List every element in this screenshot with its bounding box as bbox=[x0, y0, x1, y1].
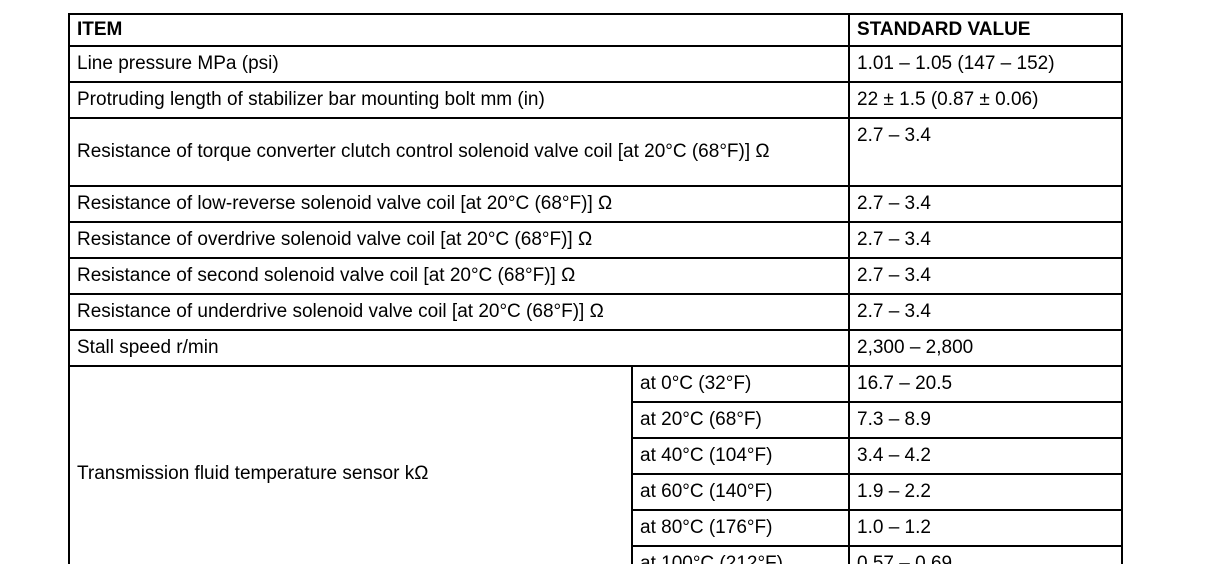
table-row: Stall speed r/min 2,300 – 2,800 bbox=[67, 329, 1124, 367]
value-cell: 7.3 – 8.9 bbox=[848, 401, 1124, 439]
condition-cell: at 0°C (32°F) bbox=[630, 365, 851, 403]
table-row: at 20°C (68°F) 7.3 – 8.9 bbox=[69, 401, 1124, 439]
item-cell: Transmission fluid temperature sensor kΩ bbox=[68, 365, 633, 564]
value-cell: 2.7 – 3.4 bbox=[848, 293, 1124, 331]
table-row: Protruding length of stabilizer bar moun… bbox=[67, 81, 1124, 119]
table-row: Resistance of overdrive solenoid valve c… bbox=[67, 221, 1124, 259]
item-cell: Stall speed r/min bbox=[67, 329, 851, 367]
table-row: Resistance of torque converter clutch co… bbox=[67, 117, 1124, 187]
value-cell: 2.7 – 3.4 bbox=[848, 221, 1124, 259]
value-cell: 1.01 – 1.05 (147 – 152) bbox=[848, 45, 1124, 83]
value-cell: 1.9 – 2.2 bbox=[848, 473, 1124, 511]
item-cell: Resistance of underdrive solenoid valve … bbox=[67, 293, 851, 331]
table-row: Resistance of second solenoid valve coil… bbox=[67, 257, 1124, 295]
header-standard-value: STANDARD VALUE bbox=[848, 13, 1124, 47]
condition-cell: at 60°C (140°F) bbox=[630, 473, 851, 511]
item-cell: Resistance of second solenoid valve coil… bbox=[67, 257, 851, 295]
table-row: at 100°C (212°F) 0.57 – 0.69 bbox=[69, 545, 1124, 564]
item-cell: Resistance of low-reverse solenoid valve… bbox=[67, 185, 851, 223]
value-cell: 0.57 – 0.69 bbox=[848, 545, 1124, 564]
table-row: Resistance of low-reverse solenoid valve… bbox=[67, 185, 1124, 223]
item-cell: Protruding length of stabilizer bar moun… bbox=[67, 81, 851, 119]
value-cell: 16.7 – 20.5 bbox=[848, 365, 1124, 403]
item-cell: Resistance of overdrive solenoid valve c… bbox=[67, 221, 851, 259]
value-cell: 2,300 – 2,800 bbox=[848, 329, 1124, 367]
header-item: ITEM bbox=[67, 13, 851, 47]
value-cell: 3.4 – 4.2 bbox=[848, 437, 1124, 475]
value-cell: 22 ± 1.5 (0.87 ± 0.06) bbox=[848, 81, 1124, 119]
table-header-row: ITEM STANDARD VALUE bbox=[67, 13, 1124, 47]
table-row: Line pressure MPa (psi) 1.01 – 1.05 (147… bbox=[67, 45, 1124, 83]
condition-cell: at 100°C (212°F) bbox=[630, 545, 851, 564]
table-row: Transmission fluid temperature sensor kΩ… bbox=[68, 365, 1124, 564]
table-row: at 40°C (104°F) 3.4 – 4.2 bbox=[69, 437, 1124, 475]
standard-value-table: ITEM STANDARD VALUE Line pressure MPa (p… bbox=[67, 13, 1124, 564]
table-row: Resistance of underdrive solenoid valve … bbox=[67, 293, 1124, 331]
value-cell: 2.7 – 3.4 bbox=[848, 117, 1124, 187]
value-cell: 2.7 – 3.4 bbox=[848, 257, 1124, 295]
table-row: at 80°C (176°F) 1.0 – 1.2 bbox=[69, 509, 1124, 547]
item-cell: Line pressure MPa (psi) bbox=[67, 45, 851, 83]
condition-cell: at 40°C (104°F) bbox=[630, 437, 851, 475]
item-cell: Resistance of torque converter clutch co… bbox=[67, 117, 851, 187]
table-row: at 60°C (140°F) 1.9 – 2.2 bbox=[69, 473, 1124, 511]
condition-cell: at 20°C (68°F) bbox=[630, 401, 851, 439]
value-cell: 1.0 – 1.2 bbox=[848, 509, 1124, 547]
value-cell: 2.7 – 3.4 bbox=[848, 185, 1124, 223]
condition-cell: at 80°C (176°F) bbox=[630, 509, 851, 547]
